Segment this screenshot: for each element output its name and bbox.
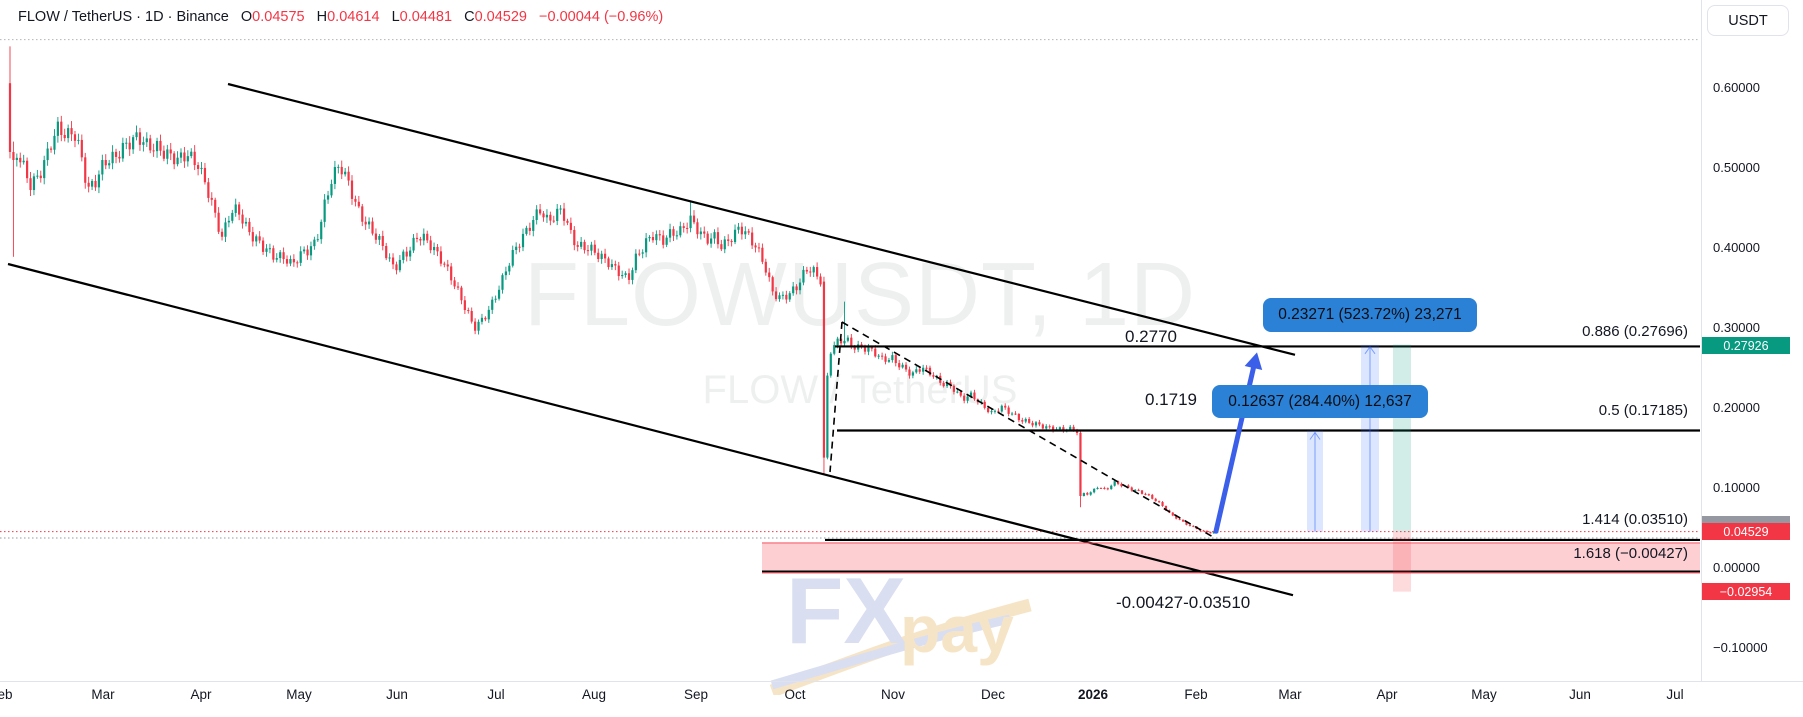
price-tick-−0.10000: −0.10000 — [1713, 640, 1768, 655]
fxpay-logo-fx: FX — [786, 558, 907, 663]
time-tick-Sep: Sep — [683, 687, 709, 702]
fib-label-1618[interactable]: 1.618 (−0.00427) — [1573, 545, 1688, 562]
time-tick-Jul: Jul — [1666, 687, 1684, 702]
time-tick-May: May — [286, 687, 312, 702]
time-tick-2026: 2026 — [1077, 687, 1109, 702]
price-tick-0.20000: 0.20000 — [1713, 400, 1760, 415]
time-tick-Mar: Mar — [91, 687, 115, 702]
ohlc-close: C0.04529 — [464, 9, 527, 25]
price-tick-0.50000: 0.50000 — [1713, 160, 1760, 175]
symbol-legend[interactable]: FLOW / TetherUS · 1D · Binance O0.04575 … — [18, 9, 671, 25]
target-price-badge: 0.27926 — [1702, 337, 1790, 354]
fib-label-05[interactable]: 0.5 (0.17185) — [1598, 402, 1688, 419]
annotation-range-bottom[interactable]: -0.00427-0.03510 — [1116, 593, 1251, 612]
fib-label-1414[interactable]: 1.414 (0.03510) — [1582, 511, 1688, 528]
measure-label-2[interactable]: 0.23271 (523.72%) 23,271 — [1263, 298, 1477, 332]
time-tick-Aug: Aug — [581, 687, 607, 702]
price-tick-0.30000: 0.30000 — [1713, 320, 1760, 335]
time-tick-Apr: Apr — [190, 687, 212, 702]
price-tick-0.10000: 0.10000 — [1713, 480, 1760, 495]
price-tick-0.00000: 0.00000 — [1713, 560, 1760, 575]
symbol-title: FLOW / TetherUS · 1D · Binance — [18, 9, 229, 25]
last-price-badge: 0.04529 — [1702, 523, 1790, 540]
price-change: −0.00044 (−0.96%) — [539, 9, 664, 25]
ohlc-open: O0.04575 — [240, 9, 305, 25]
currency-toggle-button[interactable]: USDT — [1707, 5, 1789, 36]
ohlc-low: L0.04481 — [391, 9, 453, 25]
time-tick-Oct: Oct — [784, 687, 806, 702]
time-tick-Mar: Mar — [1278, 687, 1302, 702]
ohlc-high: H0.04614 — [316, 9, 380, 25]
fib-label-0886[interactable]: 0.886 (0.27696) — [1582, 323, 1688, 340]
price-tick-0.60000: 0.60000 — [1713, 80, 1760, 95]
time-tick-Apr: Apr — [1376, 687, 1398, 702]
time-tick-May: May — [1471, 687, 1497, 702]
measure-label-1[interactable]: 0.12637 (284.40%) 12,637 — [1212, 385, 1428, 418]
annotation-02770[interactable]: 0.2770 — [1125, 327, 1177, 346]
time-tick-Jun: Jun — [1569, 687, 1591, 702]
time-tick-Jun: Jun — [386, 687, 408, 702]
price-tick-0.40000: 0.40000 — [1713, 240, 1760, 255]
time-tick-Nov: Nov — [880, 687, 905, 702]
chart-watermark-name: FLOW / TetherUS — [702, 368, 1018, 412]
time-tick-Dec: Dec — [980, 687, 1005, 702]
time-tick-eb: eb — [0, 687, 13, 702]
fxpay-logo-pay: pay — [900, 592, 1014, 666]
annotation-01719[interactable]: 0.1719 — [1145, 390, 1197, 409]
time-tick-Feb: Feb — [1184, 687, 1208, 702]
time-tick-Jul: Jul — [487, 687, 505, 702]
stop-price-badge: −0.02954 — [1702, 583, 1790, 600]
